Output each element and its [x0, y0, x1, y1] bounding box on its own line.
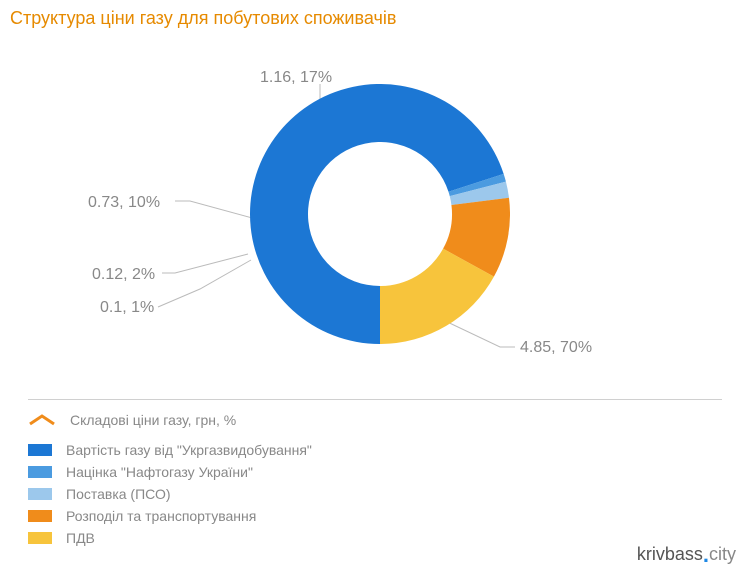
legend-header-text: Складові ціни газу, грн, %	[70, 412, 236, 428]
legend-swatch	[28, 488, 52, 500]
legend-item: Розподіл та транспортування	[28, 508, 722, 524]
legend-text: Вартість газу від "Укргазвидобування"	[66, 442, 312, 458]
legend-item: Вартість газу від "Укргазвидобування"	[28, 442, 722, 458]
legend-item: Націнка "Нафтогазу України"	[28, 464, 722, 480]
leader-line	[162, 254, 248, 273]
legend-text: Націнка "Нафтогазу України"	[66, 464, 253, 480]
legend: Складові ціни газу, грн, % Вартість газу…	[28, 399, 722, 546]
legend-swatch	[28, 466, 52, 478]
legend-swatch	[28, 444, 52, 456]
donut-chart	[250, 84, 510, 344]
legend-text: ПДВ	[66, 530, 95, 546]
watermark: krivbass.city	[637, 542, 736, 568]
legend-item: ПДВ	[28, 530, 722, 546]
slice-label: 4.85, 70%	[520, 339, 592, 357]
legend-swatch	[28, 510, 52, 522]
leader-line	[158, 260, 251, 307]
chart-area: 4.85, 70% 0.1, 1% 0.12, 2% 0.73, 10% 1.16, 1…	[0, 29, 750, 399]
caret-icon	[28, 414, 56, 426]
chart-title: Структура ціни газу для побутових спожив…	[0, 0, 750, 29]
slice-label: 0.1, 1%	[100, 299, 154, 317]
legend-text: Поставка (ПСО)	[66, 486, 171, 502]
legend-header: Складові ціни газу, грн, %	[28, 412, 722, 428]
slice-label: 0.12, 2%	[92, 266, 155, 284]
slice-label: 0.73, 10%	[88, 194, 160, 212]
legend-item: Поставка (ПСО)	[28, 486, 722, 502]
leader-line	[175, 201, 256, 219]
legend-items: Вартість газу від "Укргазвидобування" Нац…	[28, 442, 722, 546]
legend-swatch	[28, 532, 52, 544]
legend-text: Розподіл та транспортування	[66, 508, 256, 524]
slice-label: 1.16, 17%	[260, 69, 332, 87]
watermark-left: krivbass	[637, 544, 703, 564]
watermark-right: city	[709, 544, 736, 564]
